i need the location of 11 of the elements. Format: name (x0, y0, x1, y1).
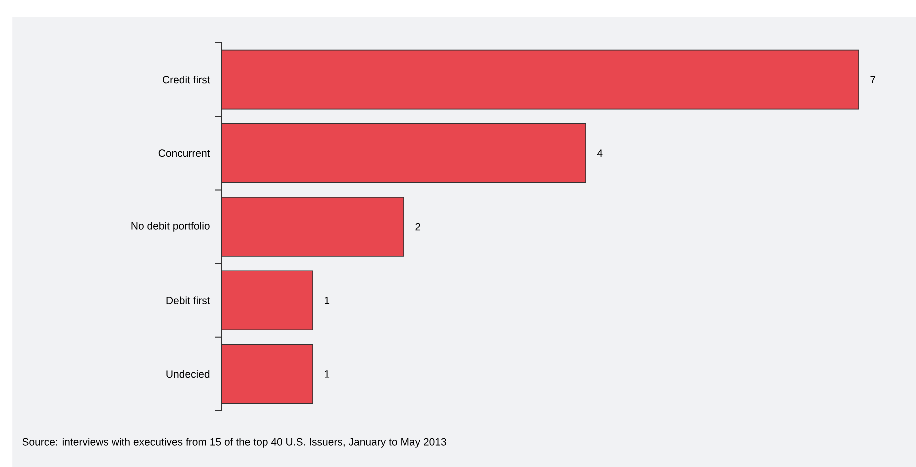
data-label: 1 (325, 296, 330, 304)
data-label: 2 (416, 223, 421, 231)
y-tick-label: Credit first (162, 76, 210, 84)
y-tick-label: Concurrent (158, 150, 210, 158)
source-note: Source: interviews with executives from 15 of the top 40 U.S. Issuers, January to May 2013 (22, 438, 446, 448)
data-label: 4 (597, 150, 603, 158)
y-tick-label: Debit first (166, 296, 210, 304)
y-tick-label: No debit portfolio (132, 222, 210, 232)
y-tick-label: Undecied (166, 370, 210, 378)
data-label: 7 (870, 76, 876, 84)
data-label: 1 (325, 370, 330, 378)
